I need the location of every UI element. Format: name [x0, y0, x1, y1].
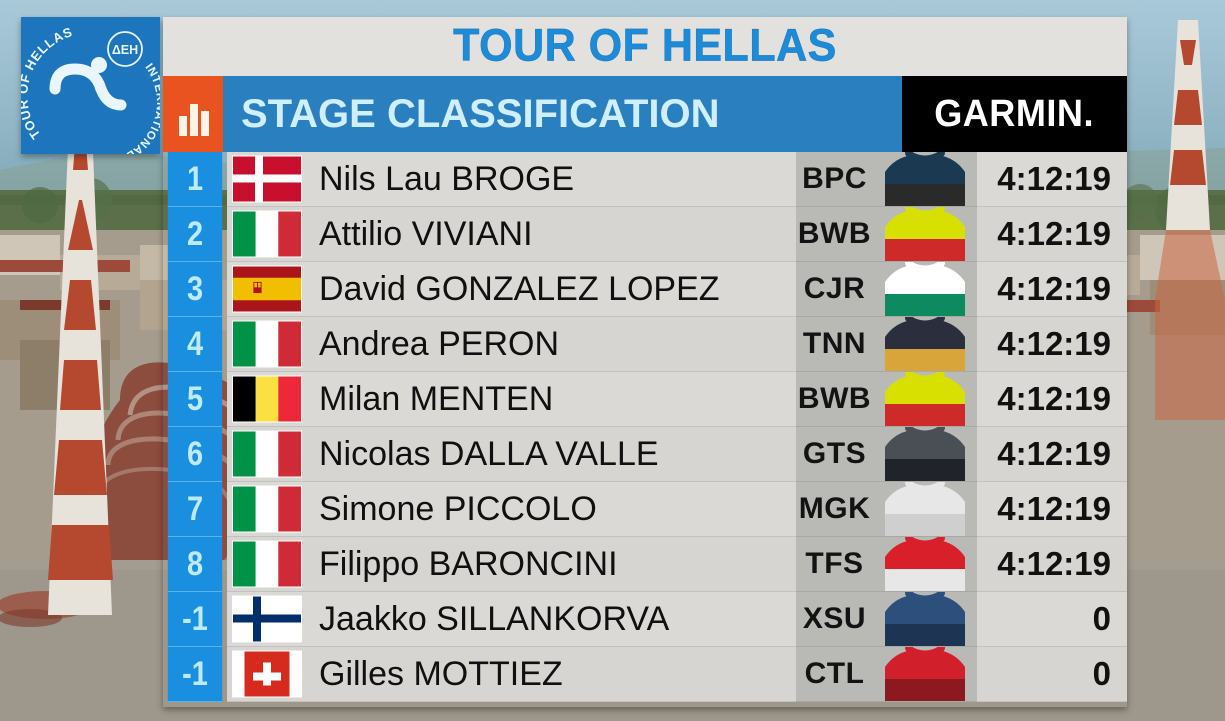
svg-text:ΔΕΗ: ΔΕΗ: [112, 43, 138, 57]
